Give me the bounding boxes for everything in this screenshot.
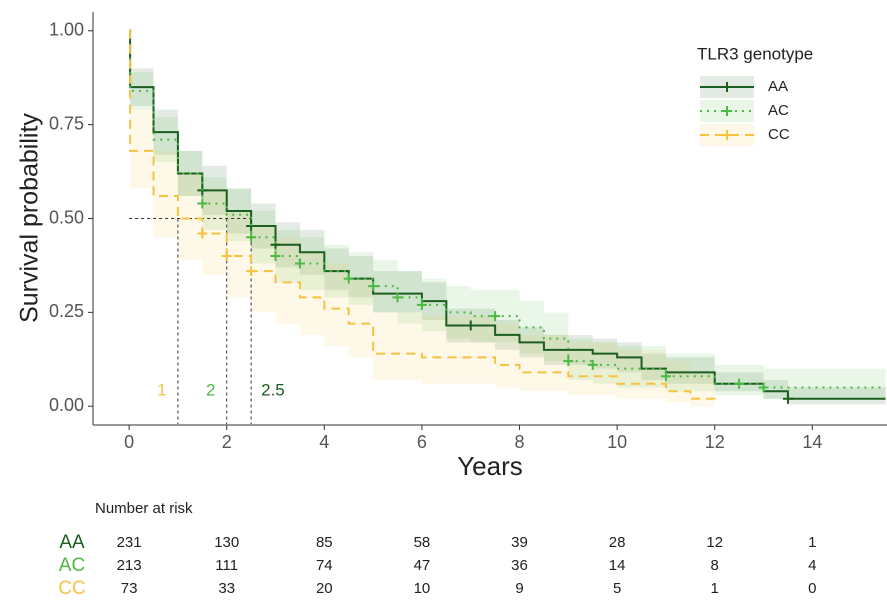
risk-count: 39: [511, 534, 528, 551]
y-tick-label: 0.75: [49, 113, 84, 133]
risk-count: 231: [117, 534, 142, 551]
x-axis-title: Years: [457, 451, 523, 481]
censor-mark: [246, 232, 257, 243]
censor-mark: [270, 251, 281, 262]
censor-mark: [294, 258, 305, 269]
risk-count: 4: [808, 557, 816, 574]
risk-count: 28: [609, 534, 626, 551]
risk-count: 1: [808, 534, 816, 551]
y-axis-title: Survival probability: [16, 113, 44, 323]
risk-count: 213: [117, 557, 142, 574]
risk-count: 10: [414, 580, 431, 597]
x-tick-label: 0: [124, 432, 134, 452]
legend-key-censor: [722, 106, 732, 116]
censor-mark: [392, 292, 403, 303]
legend-label: AC: [768, 102, 789, 119]
risk-count: 20: [316, 580, 333, 597]
x-tick-label: 8: [515, 432, 525, 452]
risk-table-title: Number at risk: [95, 500, 193, 517]
median-label: 2.5: [261, 381, 285, 400]
censor-mark: [343, 273, 354, 284]
x-tick-label: 10: [607, 432, 627, 452]
censor-mark: [246, 266, 257, 277]
legend-label: CC: [768, 126, 790, 143]
confidence-band: [129, 30, 886, 405]
legend-label: AA: [768, 78, 788, 95]
risk-count: 111: [215, 557, 238, 574]
censor-mark: [758, 382, 769, 393]
y-tick-label: 0.00: [49, 395, 84, 415]
risk-count: 33: [218, 580, 235, 597]
x-tick-label: 12: [705, 432, 725, 452]
y-tick-label: 0.25: [49, 301, 84, 321]
x-tick-label: 6: [417, 432, 427, 452]
censor-mark: [246, 221, 257, 232]
y-tick-label: 0.50: [49, 207, 84, 227]
survival-curve: [129, 29, 716, 403]
risk-count: 73: [121, 580, 138, 597]
censor-mark: [197, 198, 208, 209]
risk-count: 0: [808, 580, 816, 597]
censor-mark: [660, 371, 671, 382]
censor-mark: [221, 251, 232, 262]
confidence-band: [129, 30, 886, 399]
legend-title: TLR3 genotype: [697, 44, 813, 63]
risk-count: 130: [214, 534, 239, 551]
risk-count: 12: [706, 534, 723, 551]
risk-count: 9: [515, 580, 523, 597]
risk-group-label: AC: [59, 555, 85, 576]
censor-mark: [416, 299, 427, 310]
risk-count: 36: [511, 557, 528, 574]
x-tick-label: 2: [222, 432, 232, 452]
risk-group-label: AA: [59, 532, 85, 553]
x-tick-label: 4: [319, 432, 329, 452]
risk-count: 85: [316, 534, 333, 551]
censor-mark: [782, 393, 793, 404]
risk-count: 47: [414, 557, 431, 574]
risk-count: 74: [316, 557, 333, 574]
risk-count: 58: [414, 534, 431, 551]
y-tick-label: 1.00: [49, 20, 84, 40]
censor-mark: [465, 320, 476, 331]
legend-key-censor: [722, 82, 732, 92]
median-label: 2: [206, 381, 215, 400]
censor-mark: [490, 311, 501, 322]
risk-count: 1: [711, 580, 719, 597]
censor-mark: [368, 281, 379, 292]
censor-mark: [734, 378, 745, 389]
x-tick-label: 14: [802, 432, 822, 452]
censor-mark: [197, 228, 208, 239]
risk-group-label: CC: [58, 578, 85, 599]
censor-mark: [587, 359, 598, 370]
risk-count: 14: [609, 557, 626, 574]
legend-key-censor: [722, 130, 732, 140]
risk-count: 8: [711, 557, 719, 574]
plot-area: 1 2 2.5: [129, 29, 886, 424]
confidence-band: [129, 30, 715, 407]
censor-mark: [563, 356, 574, 367]
risk-count: 5: [613, 580, 621, 597]
median-label: 1: [157, 381, 166, 400]
